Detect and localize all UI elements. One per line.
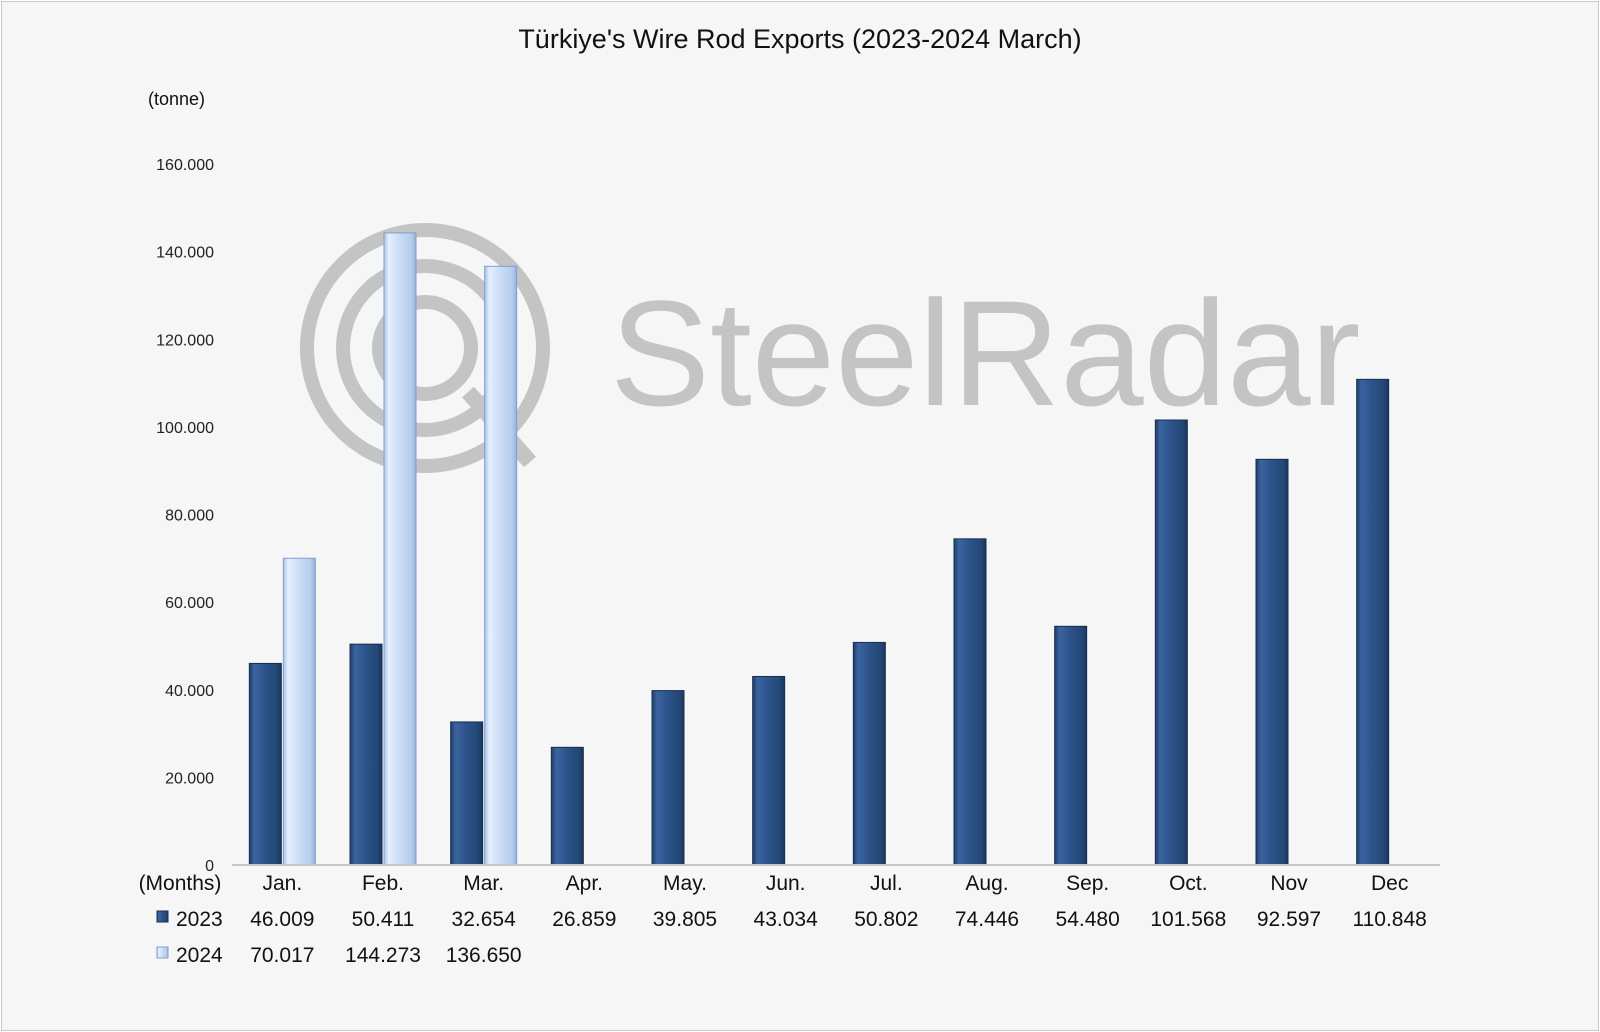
y-axis: 0 20.000 40.000 60.000 80.000 100.000 120.000 1… [156, 157, 214, 875]
bar-2023-nov [1255, 458, 1289, 866]
x-tick-label: Jan. [262, 872, 302, 895]
data-label-2023: 110.848 [1352, 908, 1426, 931]
bar-2023-may [651, 690, 685, 866]
y-tick-label: 140.000 [156, 245, 214, 262]
bar-2023-aug [953, 538, 987, 866]
data-label-2023: 32.654 [452, 908, 517, 931]
x-tick-label: Sep. [1066, 872, 1109, 895]
data-label-2023: 46.009 [250, 908, 314, 931]
legend-key-2024 [156, 946, 169, 959]
legend-key-2023 [156, 910, 169, 923]
x-tick-label: Jun. [766, 872, 806, 895]
data-label-2023: 50.411 [352, 908, 415, 931]
data-label-2023: 92.597 [1257, 908, 1321, 931]
x-axis-label: (Months) [139, 872, 222, 895]
x-tick-label: May. [663, 872, 707, 895]
bar-2023-sep [1054, 625, 1088, 866]
x-tick-label: Nov [1270, 872, 1308, 895]
bar-2023-dec [1356, 378, 1390, 866]
data-label-2023: 43.034 [754, 908, 819, 931]
data-label-2023: 26.859 [552, 908, 616, 931]
bar-2023-oct [1154, 419, 1188, 866]
x-tick-label: Dec [1371, 872, 1408, 895]
chart-title: Türkiye's Wire Rod Exports (2023-2024 Ma… [518, 24, 1082, 54]
data-table: 2023 46.009 50.411 32.654 26.859 39.805 43.034… [156, 908, 1427, 967]
legend-series-name: 2023 [176, 908, 223, 931]
watermark: SteelRadar [300, 223, 1360, 473]
x-tick-label: Feb. [362, 872, 404, 895]
y-tick-label: 80.000 [165, 508, 214, 525]
y-tick-label: 120.000 [156, 332, 214, 349]
y-tick-label: 20.000 [165, 770, 214, 787]
bar-2023-apr [550, 746, 584, 866]
bar-2023-feb [349, 643, 383, 866]
x-tick-label: Apr. [566, 872, 603, 895]
y-axis-unit-label: (tonne) [148, 89, 206, 109]
y-tick-label: 40.000 [165, 683, 214, 700]
bar-2024-jan [282, 557, 316, 866]
bar-2024-mar [484, 265, 518, 866]
watermark-text: SteelRadar [610, 269, 1360, 437]
data-label-2023: 50.802 [854, 908, 918, 931]
x-tick-label: Aug. [965, 872, 1008, 895]
x-tick-label: Mar. [463, 872, 504, 895]
x-tick-label: Oct. [1169, 872, 1208, 895]
bar-2023-jan [248, 662, 282, 866]
x-axis-labels: (Months) Jan. Feb. Mar. Apr. May. Jun. Jul. Aug.… [139, 872, 1409, 895]
y-tick-label: 60.000 [165, 595, 214, 612]
bar-2024-feb [383, 232, 417, 866]
y-tick-label: 0 [205, 858, 214, 875]
data-label-2023: 54.480 [1056, 908, 1120, 931]
data-label-2024: 144.273 [345, 944, 421, 967]
bar-2023-mar [450, 721, 484, 866]
data-label-2024: 70.017 [250, 944, 314, 967]
bar-2023-jul [852, 641, 886, 866]
data-label-2023: 74.446 [955, 908, 1019, 931]
y-tick-label: 100.000 [156, 420, 214, 437]
data-label-2023: 101.568 [1150, 908, 1226, 931]
data-label-2023: 39.805 [653, 908, 717, 931]
x-tick-label: Jul. [870, 872, 903, 895]
y-tick-label: 160.000 [156, 157, 214, 174]
data-label-2024: 136.650 [446, 944, 522, 967]
legend-series-name: 2024 [176, 944, 223, 967]
bar-2023-jun [752, 675, 786, 866]
